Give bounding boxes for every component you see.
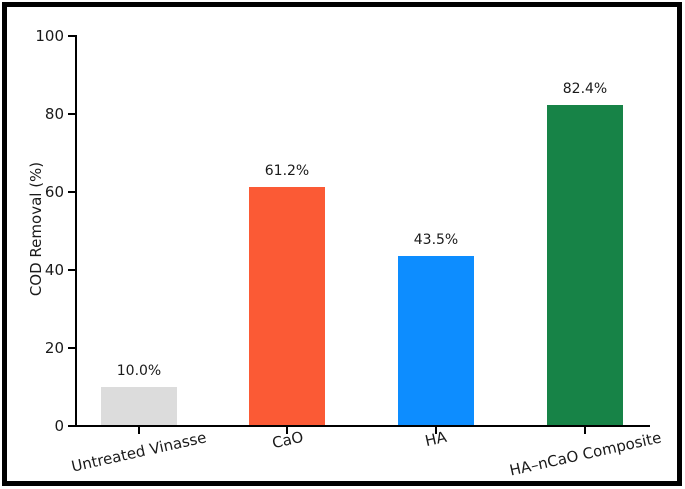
y-tick-mark xyxy=(68,35,75,37)
y-tick-mark xyxy=(68,191,75,193)
x-tick-mark xyxy=(435,427,437,434)
y-axis-title: COD Removal (%) xyxy=(27,161,45,297)
y-axis-spine xyxy=(75,35,77,427)
y-tick-label: 20 xyxy=(44,339,64,357)
y-tick-label: 60 xyxy=(44,183,64,201)
bar xyxy=(249,187,325,426)
x-axis-spine xyxy=(75,425,650,427)
y-tick-label: 80 xyxy=(44,105,64,123)
y-tick-mark xyxy=(68,425,75,427)
x-tick-mark xyxy=(286,427,288,434)
bar-value-label: 10.0% xyxy=(116,363,162,379)
x-tick-label: HA xyxy=(423,428,449,451)
x-tick-mark xyxy=(138,427,140,434)
y-tick-mark xyxy=(68,347,75,349)
x-tick-label: HA–nCaO Composite xyxy=(507,428,663,480)
y-tick-label: 0 xyxy=(54,417,64,435)
bar xyxy=(547,104,623,426)
y-tick-label: 40 xyxy=(44,261,64,279)
bar xyxy=(398,256,474,426)
y-tick-label: 100 xyxy=(35,27,64,45)
x-tick-label: CaO xyxy=(269,427,305,453)
bar-value-label: 61.2% xyxy=(264,163,310,180)
y-tick-mark xyxy=(68,113,75,115)
bar-value-label: 43.5% xyxy=(413,232,459,249)
y-tick-mark xyxy=(68,269,75,271)
bar xyxy=(101,387,177,426)
bar-value-label: 82.4% xyxy=(562,80,608,97)
x-tick-label: Untreated Vinasse xyxy=(69,428,209,476)
x-tick-mark xyxy=(584,427,586,434)
